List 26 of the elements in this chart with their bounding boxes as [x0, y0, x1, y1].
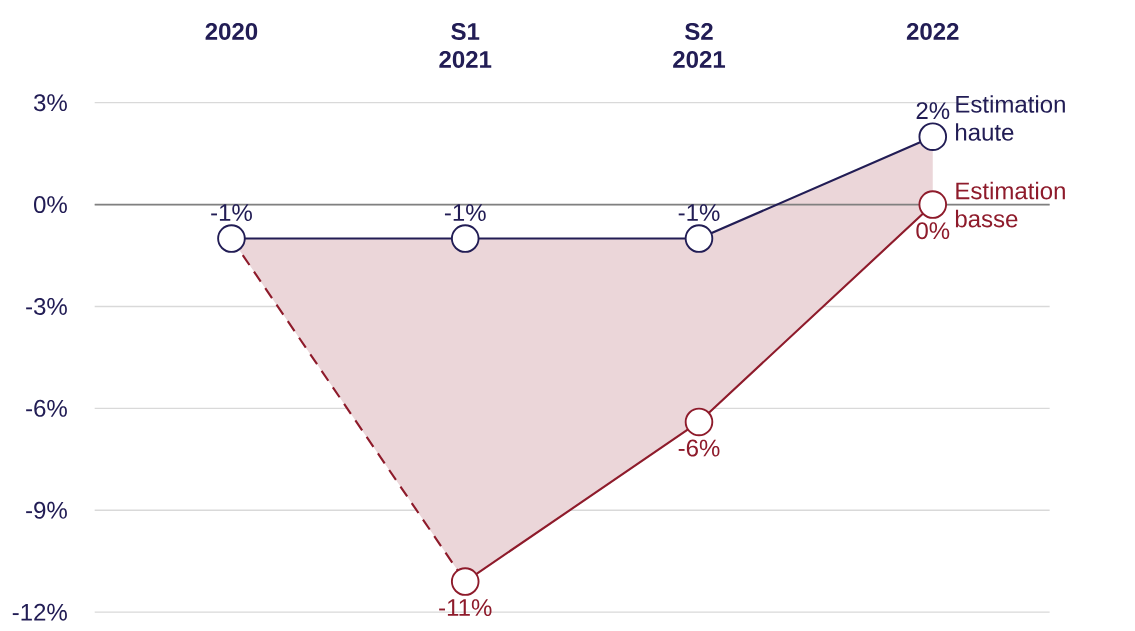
x-tick-label: S2 2021: [673, 22, 726, 69]
series-label: Estimation haute: [956, 95, 1065, 141]
point: [684, 224, 714, 253]
y-tick-label: 0%: [34, 196, 67, 214]
data-label: -11%: [439, 599, 492, 617]
point: [918, 122, 948, 152]
point: [217, 224, 246, 253]
data-label: -1%: [678, 204, 720, 222]
x-tick-label: 2020: [205, 22, 258, 40]
x-tick-label: S1 2021: [439, 22, 492, 69]
data-label: 0%: [916, 222, 950, 240]
point: [918, 190, 948, 219]
data-label: 2%: [916, 102, 950, 120]
y-tick-label: -6%: [26, 399, 67, 417]
x-tick-label: 2022: [906, 22, 959, 40]
point: [450, 224, 480, 253]
legend-label: Estimation basse: [955, 181, 1065, 228]
y-tick-label: -9%: [26, 501, 67, 519]
point: [450, 567, 480, 596]
point: [684, 407, 714, 437]
data-label: -1%: [211, 204, 252, 222]
data-label: -1%: [444, 204, 486, 222]
y-tick-label: 3%: [33, 94, 67, 112]
y-tick-label: -3%: [26, 298, 67, 316]
y-tick-label: -12%: [12, 603, 67, 621]
data-label: -6%: [678, 439, 720, 457]
